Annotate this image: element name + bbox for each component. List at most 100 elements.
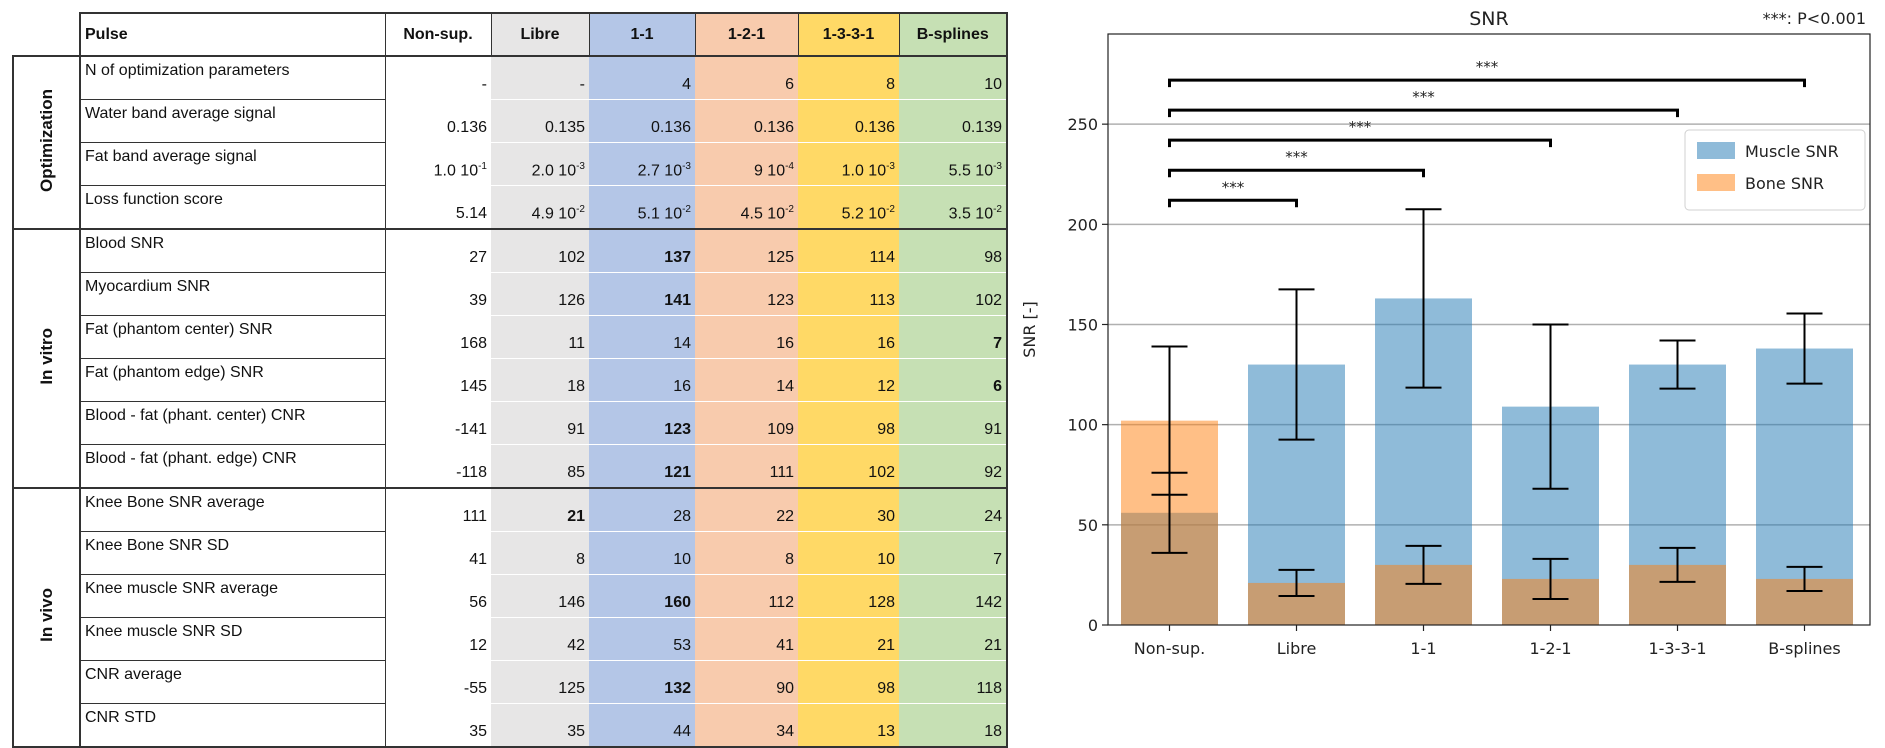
x-tick-label: 1-2-1 bbox=[1529, 639, 1571, 658]
p-value-note: ***: P<0.001 bbox=[1763, 9, 1866, 28]
table-cell: 4.9 10-2 bbox=[491, 185, 589, 230]
table-cell: 102 bbox=[798, 444, 899, 489]
row-label: N of optimization parameters bbox=[79, 55, 386, 100]
table-row: Fat (phantom edge) SNR 145 18 16 14 12 6 bbox=[13, 358, 1008, 402]
x-tick-label: 1-1 bbox=[1410, 639, 1436, 658]
row-label: Blood - fat (phant. center) CNR bbox=[79, 401, 386, 445]
table-cell: 91 bbox=[491, 401, 589, 445]
significance-bracket bbox=[1168, 108, 1679, 118]
table-row: Knee muscle SNR SD 12 42 53 41 21 21 bbox=[13, 617, 1008, 661]
legend-label: Muscle SNR bbox=[1745, 142, 1839, 161]
table-cell: 5.1 10-2 bbox=[589, 185, 695, 230]
column-header-1-3-3-1: 1-3-3-1 bbox=[798, 12, 900, 57]
significance-bracket bbox=[1168, 138, 1552, 148]
significance-label: *** bbox=[1476, 58, 1499, 76]
group-label: Optimization bbox=[12, 55, 81, 230]
table-cell: 1.0 10-1 bbox=[385, 142, 491, 186]
table-cell: 41 bbox=[695, 617, 798, 661]
row-label: Knee muscle SNR SD bbox=[79, 617, 386, 661]
table-cell: 7 bbox=[899, 531, 1008, 575]
table-cell: 5.14 bbox=[385, 185, 491, 230]
table-cell: 53 bbox=[589, 617, 695, 661]
table-cell: 35 bbox=[385, 703, 491, 748]
table-cell: 109 bbox=[695, 401, 798, 445]
table-row: Loss function score 5.14 4.9 10-2 5.1 10-2 4… bbox=[13, 185, 1008, 230]
table-cell: 27 bbox=[385, 229, 491, 273]
table-row: In vitro Blood SNR 27 102 137 125 114 98 bbox=[12, 228, 1008, 489]
exponent: -1 bbox=[478, 160, 487, 172]
table-cell: 91 bbox=[899, 401, 1008, 445]
table-cell: 3.5 10-2 bbox=[899, 185, 1008, 230]
table-cell: 10 bbox=[899, 56, 1008, 100]
y-axis-label: SNR [-] bbox=[1020, 301, 1039, 358]
row-label: Fat (phantom edge) SNR bbox=[79, 358, 386, 402]
exponent: -3 bbox=[993, 160, 1002, 172]
column-header-b-splines: B-splines bbox=[899, 12, 1008, 57]
table-cell: 56 bbox=[385, 574, 491, 618]
significance-bracket bbox=[1168, 78, 1806, 88]
table-cell: 126 bbox=[491, 272, 589, 316]
table-cell: 30 bbox=[798, 488, 899, 532]
x-tick-label: Libre bbox=[1277, 639, 1317, 658]
table-cell: 22 bbox=[695, 488, 798, 532]
table-cell: 2.7 10-3 bbox=[589, 142, 695, 186]
table-cell: 2.0 10-3 bbox=[491, 142, 589, 186]
exponent: -3 bbox=[886, 160, 895, 172]
table-cell: 114 bbox=[798, 229, 899, 273]
table-cell: 1.0 10-3 bbox=[798, 142, 899, 186]
row-label: CNR STD bbox=[79, 703, 386, 748]
group-label: In vitro bbox=[12, 228, 81, 489]
table-cell: 145 bbox=[385, 358, 491, 402]
table-cell: 121 bbox=[589, 444, 695, 489]
exponent: -3 bbox=[576, 160, 585, 172]
table-cell: 141 bbox=[589, 272, 695, 316]
table-cell: 113 bbox=[798, 272, 899, 316]
row-label: Knee Bone SNR SD bbox=[79, 531, 386, 575]
table-cell: 41 bbox=[385, 531, 491, 575]
y-tick-label: 0 bbox=[1088, 616, 1098, 635]
table-cell: 14 bbox=[589, 315, 695, 359]
table-cell: 28 bbox=[589, 488, 695, 532]
table-cell: 128 bbox=[798, 574, 899, 618]
table-body: Optimization N of optimization parameters… bbox=[12, 55, 1008, 748]
row-label: Fat band average signal bbox=[79, 142, 386, 186]
table-row: Fat band average signal 1.0 10-1 2.0 10-3 2… bbox=[13, 142, 1008, 186]
y-tick-label: 150 bbox=[1067, 315, 1098, 334]
table-row: Blood - fat (phant. edge) CNR -118 85 121 11… bbox=[13, 444, 1008, 489]
column-header-libre: Libre bbox=[491, 12, 590, 57]
table-cell: 42 bbox=[491, 617, 589, 661]
table-cell: 13 bbox=[798, 703, 899, 748]
significance-bracket bbox=[1168, 168, 1425, 178]
y-tick-label: 50 bbox=[1078, 516, 1098, 535]
exponent: -3 bbox=[682, 160, 691, 172]
table-cell: 160 bbox=[589, 574, 695, 618]
plot-frame bbox=[1107, 33, 1871, 626]
y-tick-label: 250 bbox=[1067, 115, 1098, 134]
table-cell: 0.136 bbox=[798, 99, 899, 143]
table-cell: 21 bbox=[899, 617, 1008, 661]
table-cell: 16 bbox=[589, 358, 695, 402]
table-cell: 11 bbox=[491, 315, 589, 359]
table-cell: 0.136 bbox=[589, 99, 695, 143]
table-cell: 98 bbox=[798, 401, 899, 445]
table-header-row: Pulse Non-sup. Libre 1-1 1-2-1 1-3-3-1 B-spli… bbox=[13, 12, 1008, 57]
header-pulse: Pulse bbox=[79, 12, 386, 57]
table-cell: 111 bbox=[695, 444, 798, 489]
table-cell: 0.136 bbox=[385, 99, 491, 143]
table-row: Fat (phantom center) SNR 168 11 14 16 16 7 bbox=[13, 315, 1008, 359]
table-cell: 39 bbox=[385, 272, 491, 316]
table-cell: 8 bbox=[695, 531, 798, 575]
legend-label: Bone SNR bbox=[1745, 174, 1824, 193]
table-cell: 16 bbox=[695, 315, 798, 359]
significance-label: *** bbox=[1412, 88, 1435, 106]
table-cell: 123 bbox=[695, 272, 798, 316]
legend-swatch bbox=[1697, 142, 1735, 159]
table-cell: 168 bbox=[385, 315, 491, 359]
exponent: -4 bbox=[785, 160, 794, 172]
table-row: Blood - fat (phant. center) CNR -141 91 123… bbox=[13, 401, 1008, 445]
table-cell: 10 bbox=[798, 531, 899, 575]
x-tick-label: 1-3-3-1 bbox=[1648, 639, 1706, 658]
table-cell: 7 bbox=[899, 315, 1008, 359]
table-cell: 146 bbox=[491, 574, 589, 618]
table-cell: 5.5 10-3 bbox=[899, 142, 1008, 186]
